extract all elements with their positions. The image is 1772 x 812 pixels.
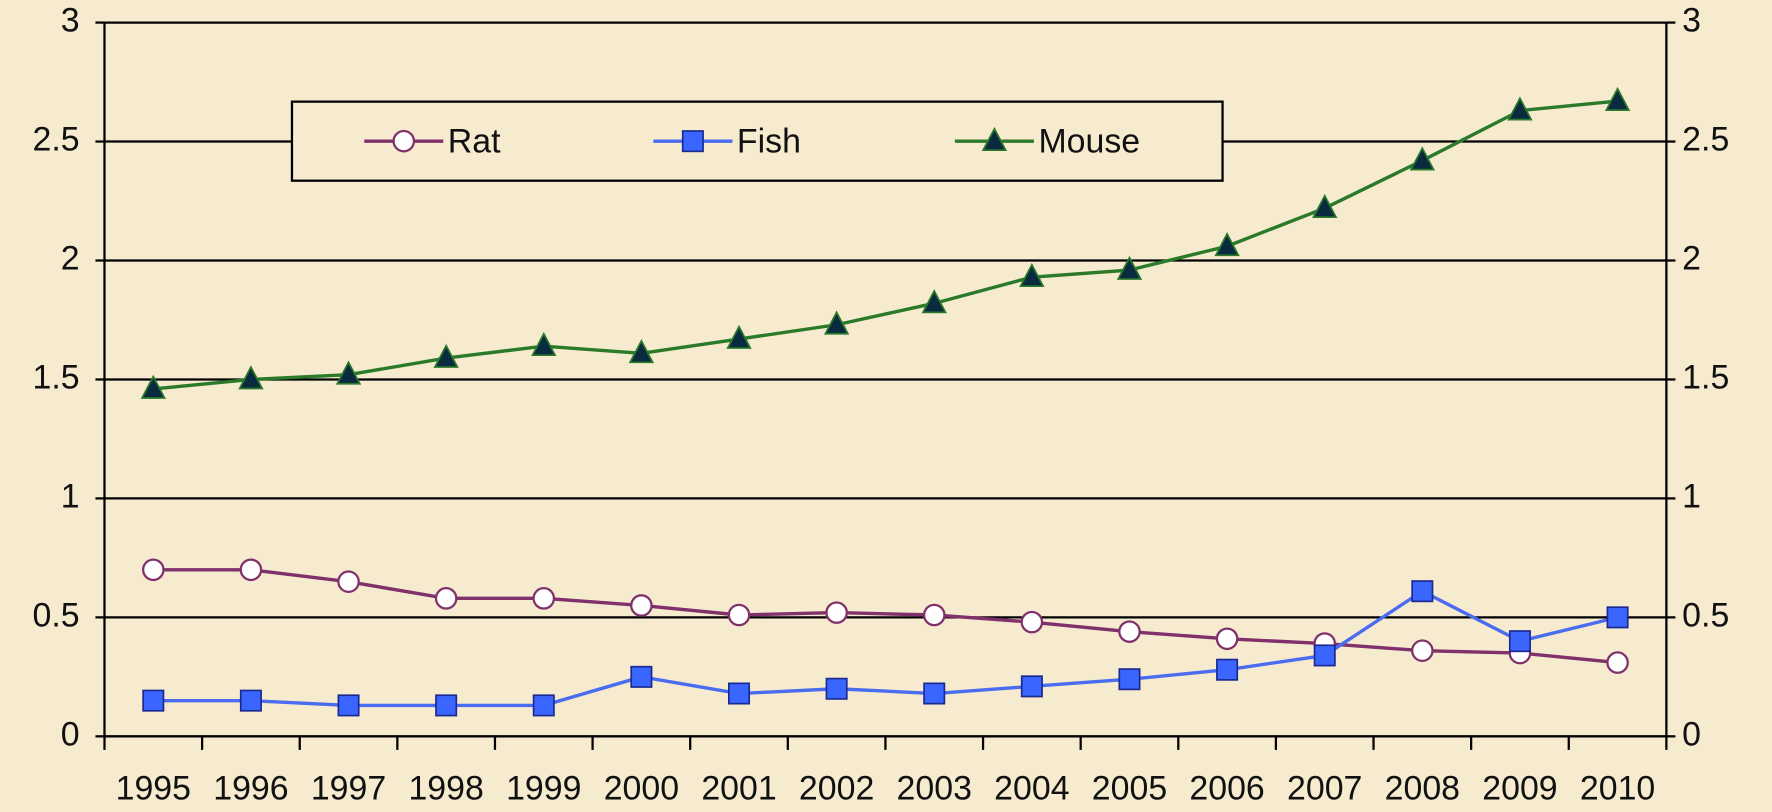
- marker: [433, 343, 459, 368]
- y-tick-label: 1: [61, 477, 80, 515]
- marker: [727, 682, 751, 705]
- marker: [142, 558, 165, 582]
- marker: [1409, 146, 1436, 171]
- y-tick-label: 3: [61, 2, 80, 40]
- x-tick-label: 2006: [1189, 769, 1264, 807]
- marker: [1216, 658, 1239, 681]
- y2-tick-label: 0.5: [1682, 596, 1729, 634]
- x-tick-label: 2004: [994, 769, 1069, 807]
- legend-label: Fish: [737, 122, 801, 160]
- legend-marker: [981, 126, 1008, 152]
- marker: [434, 587, 458, 610]
- y-tick-label: 0: [61, 715, 80, 753]
- marker: [239, 689, 262, 712]
- x-tick-label: 1999: [506, 769, 581, 807]
- marker: [1116, 255, 1143, 280]
- marker: [142, 689, 165, 712]
- legend-label: Mouse: [1038, 122, 1140, 160]
- marker: [1214, 231, 1240, 257]
- marker: [1312, 193, 1338, 219]
- x-tick-label: 2001: [701, 769, 776, 807]
- series-line: [153, 568, 1618, 665]
- marker: [1020, 610, 1044, 634]
- x-tick-label: 2005: [1092, 769, 1167, 807]
- marker: [825, 601, 848, 624]
- series-line: [153, 99, 1618, 391]
- marker: [1411, 639, 1434, 662]
- marker: [1507, 96, 1533, 121]
- marker: [1508, 630, 1531, 653]
- x-tick-label: 2010: [1580, 769, 1655, 807]
- marker: [630, 594, 653, 617]
- x-tick-label: 2002: [799, 769, 874, 807]
- series-line: [153, 589, 1618, 708]
- marker: [921, 289, 947, 314]
- x-tick-label: 2003: [897, 769, 972, 807]
- y-tick-label: 2.5: [33, 120, 80, 158]
- marker: [239, 558, 263, 582]
- marker: [435, 694, 458, 717]
- marker: [628, 339, 655, 364]
- x-tick-label: 2000: [604, 769, 679, 807]
- marker: [532, 694, 555, 717]
- marker: [1604, 86, 1631, 111]
- y-tick-label: 2: [61, 239, 80, 277]
- marker: [337, 570, 360, 593]
- marker: [1411, 580, 1434, 603]
- marker: [1313, 644, 1336, 667]
- x-tick-label: 2009: [1482, 769, 1557, 807]
- marker: [922, 603, 946, 627]
- x-tick-label: 2008: [1385, 769, 1460, 807]
- x-tick-label: 1998: [408, 769, 483, 807]
- marker: [923, 682, 946, 705]
- y2-tick-label: 1.5: [1682, 358, 1729, 396]
- marker: [1118, 620, 1141, 643]
- legend-box: [290, 100, 1224, 182]
- marker: [630, 665, 653, 688]
- y2-tick-label: 1: [1682, 477, 1701, 515]
- legend-label: Rat: [448, 122, 501, 160]
- y2-tick-label: 2: [1682, 239, 1701, 277]
- x-tick-label: 1996: [213, 769, 288, 807]
- y-tick-label: 0.5: [33, 596, 80, 634]
- legend-marker: [681, 130, 704, 153]
- y2-tick-label: 0: [1682, 715, 1701, 753]
- x-tick-label: 1997: [311, 769, 386, 807]
- marker: [1019, 262, 1045, 288]
- marker: [727, 603, 751, 627]
- x-tick-label: 1995: [116, 769, 191, 807]
- y2-tick-label: 3: [1682, 2, 1701, 40]
- marker: [337, 694, 360, 717]
- marker: [726, 324, 752, 349]
- y-tick-label: 1.5: [33, 358, 80, 396]
- marker: [335, 360, 362, 385]
- marker: [532, 587, 556, 610]
- marker: [1215, 627, 1239, 651]
- marker: [1606, 606, 1629, 629]
- marker: [1118, 668, 1141, 691]
- legend-marker: [392, 129, 416, 153]
- marker: [1606, 651, 1629, 674]
- marker: [238, 365, 264, 390]
- marker: [531, 331, 557, 357]
- marker: [825, 677, 848, 700]
- marker: [140, 374, 166, 399]
- x-tick-label: 2007: [1287, 769, 1362, 807]
- marker: [823, 310, 850, 335]
- marker: [1020, 675, 1043, 698]
- y2-tick-label: 2.5: [1682, 120, 1729, 158]
